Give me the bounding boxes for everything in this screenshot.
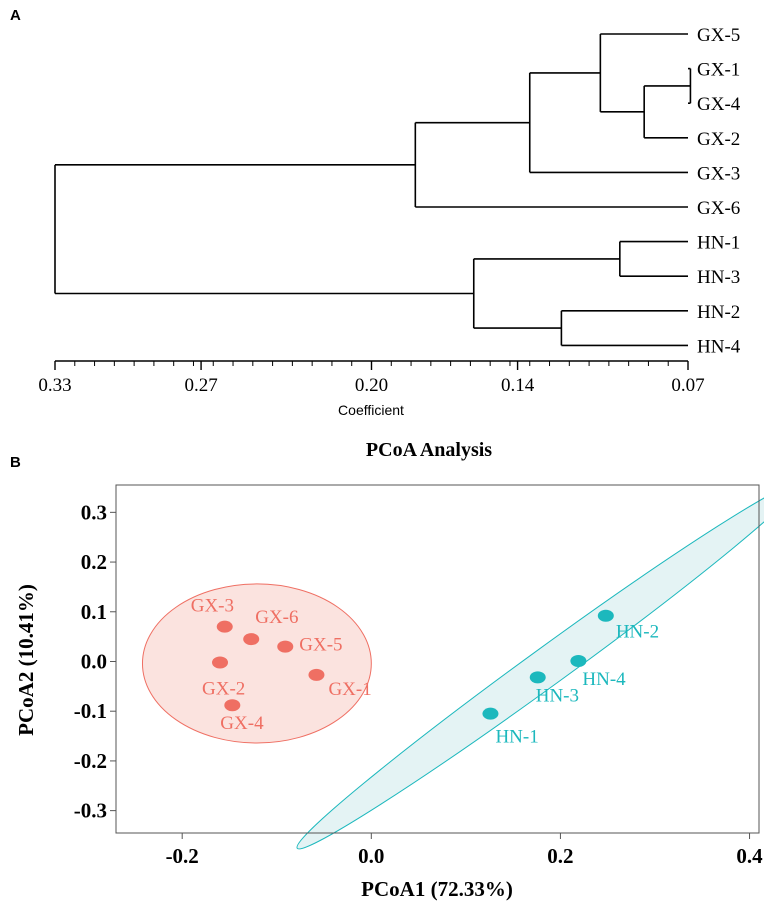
point-label-hn-1: HN-1 [495,727,538,748]
pcoa-x-axis: -0.2 0.0 0.2 0.4 [166,833,763,868]
point-label-gx-1: GX-1 [328,679,371,700]
confidence-ellipses [141,482,764,850]
point-hn-3 [529,671,546,684]
scatter-points [212,609,614,720]
point-gx-2 [212,656,229,669]
point-label-gx-3: GX-3 [191,596,234,617]
point-gx-3 [216,620,233,633]
ellipse-hn [296,482,764,850]
dendrogram-branches [54,33,692,347]
tick-label-0-14: 0.14 [501,375,535,396]
leaf-label-gx-5: GX-5 [697,25,740,46]
y-tick-label-0-3: 0.3 [81,500,107,524]
tick-label-0-33: 0.33 [38,375,71,396]
tick-label-0-27: 0.27 [184,375,217,396]
point-gx-6 [243,633,260,646]
leaf-label-hn-3: HN-3 [697,267,740,288]
tick-label-0-07: 0.07 [671,375,704,396]
point-label-gx-6: GX-6 [255,607,298,628]
pcoa-y-axis-label: PCoA2 (10.41%) [14,584,38,736]
leaf-label-gx-2: GX-2 [697,129,740,150]
y-tick-label--0-3: -0.3 [74,799,107,823]
pcoa-x-axis-label: PCoA1 (72.33%) [361,877,513,901]
point-gx-5 [277,640,294,653]
x-tick-label-0-2: 0.2 [547,844,573,868]
pcoa-title: PCoA Analysis [366,439,492,461]
point-hn-1 [482,707,499,720]
point-label-gx-2: GX-2 [202,678,245,699]
pcoa-y-axis: 0.3 0.2 0.1 0.0 -0.1 -0.2 -0.3 [74,500,116,823]
y-tick-label-0-2: 0.2 [81,550,107,574]
y-tick-label--0-1: -0.1 [74,699,107,723]
leaf-label-gx-4: GX-4 [697,94,741,115]
dendrogram-x-axis: 0.33 0.27 0.20 0.14 0.07 [38,360,705,396]
y-tick-label-0-0: 0.0 [81,649,107,673]
plot-frame [115,484,760,834]
x-tick-label--0-2: -0.2 [166,844,199,868]
point-label-gx-5: GX-5 [299,635,342,656]
y-tick-label--0-2: -0.2 [74,749,107,773]
leaf-label-gx-1: GX-1 [697,60,740,81]
panel-label-a: A [10,7,21,24]
x-tick-label-0-4: 0.4 [736,844,763,868]
point-label-hn-3: HN-3 [536,685,579,706]
point-hn-2 [597,609,614,622]
dendrogram-x-axis-label: Coefficient [338,402,404,418]
x-tick-label-0-0: 0.0 [358,844,384,868]
point-label-hn-2: HN-2 [616,622,659,643]
point-label-gx-4: GX-4 [220,713,264,734]
pcoa-scatter-chart: GX-3 GX-6GX-5 GX-2 GX-1 GX-4 HN-2 HN-4HN-3 HN-1… [14,482,764,901]
point-gx-1 [308,668,325,681]
y-tick-label-0-1: 0.1 [81,600,107,624]
point-gx-4 [224,699,241,712]
leaf-label-gx-6: GX-6 [697,198,740,219]
leaf-label-hn-4: HN-4 [697,336,741,357]
panel-label-b: B [10,454,21,471]
point-labels: GX-3 GX-6GX-5 GX-2 GX-1 GX-4 HN-2 HN-4HN-3 HN-1 [191,596,659,748]
leaf-label-gx-3: GX-3 [697,163,740,184]
point-label-hn-4: HN-4 [582,669,626,690]
point-hn-4 [570,654,587,667]
ellipse-gx [141,583,372,744]
leaf-label-hn-2: HN-2 [697,302,740,323]
dendrogram-leaf-labels: GX-5 GX-1 GX-4 GX-2 GX-3 GX-6 HN-1 HN-3 HN-2 HN-4 [697,25,741,357]
dendrogram-chart: GX-5 GX-1 GX-4 GX-2 GX-3 GX-6 HN-1 HN-3 HN-2 HN-4… [38,25,740,418]
tick-label-0-20: 0.20 [355,375,388,396]
leaf-label-hn-1: HN-1 [697,233,740,254]
